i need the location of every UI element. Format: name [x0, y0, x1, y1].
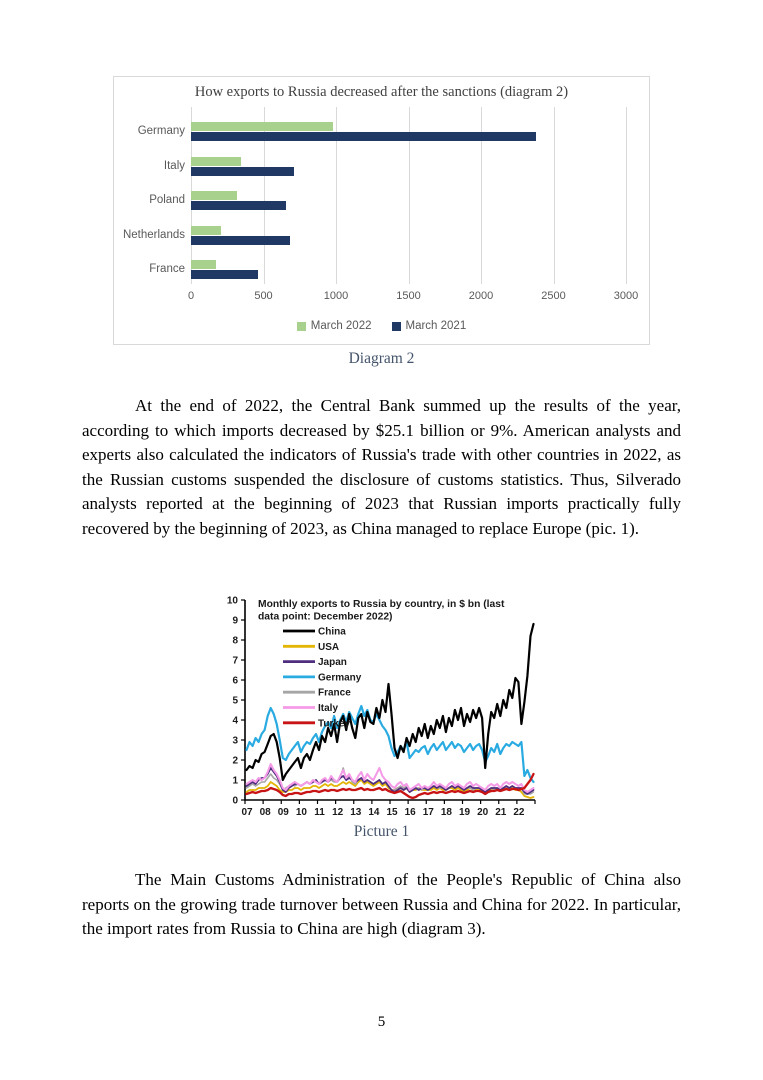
series-line-turkey — [245, 772, 535, 800]
bar-france-march-2021 — [191, 270, 258, 279]
legend-swatch-icon — [296, 321, 306, 331]
legend-label: Japan — [318, 657, 347, 668]
picture1-caption: Picture 1 — [353, 823, 410, 840]
paragraph-central-bank: At the end of 2022, the Central Bank sum… — [82, 396, 681, 538]
bar-netherlands-march-2022 — [191, 225, 222, 235]
bar-chart-category-label: Poland — [149, 194, 185, 206]
bar-chart-gridline — [626, 107, 627, 284]
bar-chart-legend-item: March 2021 — [391, 320, 467, 332]
y-tick-label: 1 — [232, 776, 238, 787]
y-tick-label: 7 — [232, 656, 238, 667]
x-tick-label: 12 — [332, 807, 344, 818]
y-tick-label: 10 — [227, 596, 239, 607]
line-chart-picture1: 0 1 2 3 4 5 6 7 8 9 10 07 08 09 10 11 12 13 14 15 16 17 18 19 20… — [222, 595, 545, 828]
legend-label: March 2021 — [405, 320, 467, 332]
line-chart-title: data point: December 2022) — [258, 612, 392, 623]
paragraph-china-customs: The Main Customs Administration of the P… — [82, 870, 681, 938]
x-tick-label: 07 — [241, 807, 253, 818]
bar-germany-march-2022 — [191, 122, 334, 131]
bar-chart-category-label: Italy — [163, 159, 185, 172]
bar-chart-gridline — [408, 107, 410, 284]
y-tick-label: 4 — [232, 716, 238, 727]
series-line-japan — [245, 767, 535, 795]
bar-germany-march-2021 — [191, 132, 537, 141]
x-tick-label: 08 — [260, 807, 272, 818]
bar-chart-x-tick-label: 1500 — [396, 290, 421, 302]
legend-label: China — [318, 627, 346, 638]
y-tick-label: 6 — [232, 676, 238, 687]
page-number: 5 — [377, 1014, 386, 1030]
bar-chart-x-tick-label: 3000 — [613, 290, 639, 302]
legend-label: March 2022 — [310, 320, 372, 332]
y-tick-label: 3 — [232, 736, 238, 747]
series-line-italy — [245, 763, 535, 793]
bar-italy-march-2022 — [191, 156, 242, 166]
bar-chart-diagram2: How exports to Russia decreased after th… — [113, 76, 650, 345]
legend-label: Turkey — [318, 718, 350, 729]
y-tick-label: 5 — [232, 696, 238, 707]
bar-poland-march-2022 — [191, 191, 238, 200]
x-tick-label: 10 — [296, 807, 308, 818]
x-tick-label: 13 — [350, 807, 362, 818]
bar-chart-gridline — [336, 107, 337, 284]
x-tick-label: 15 — [386, 807, 398, 818]
bar-chart-category-label: Germany — [137, 125, 185, 137]
x-tick-label: 20 — [477, 807, 489, 818]
y-tick-label: 8 — [232, 636, 238, 647]
x-tick-label: 17 — [423, 807, 435, 818]
y-tick-label: 0 — [232, 796, 238, 807]
series-line-china — [245, 622, 535, 782]
legend-label: France — [318, 688, 351, 699]
bar-chart-category-label: Netherlands — [122, 228, 185, 241]
diagram2-caption: Diagram 2 — [348, 350, 415, 367]
bar-chart-plot: 0 500 1000 1500 2000 2500 3000 Germany Italy Pola… — [123, 107, 638, 302]
bar-chart-gridline — [553, 107, 555, 284]
legend-label: USA — [318, 642, 339, 653]
bar-chart-category-label: France — [149, 263, 185, 275]
bar-chart-x-tick-label: 1000 — [323, 290, 349, 302]
x-tick-label: 18 — [441, 807, 453, 818]
bar-chart-gridline — [263, 107, 265, 284]
x-tick-label: 21 — [495, 807, 507, 818]
y-tick-label: 2 — [232, 756, 238, 767]
x-tick-label: 16 — [405, 807, 417, 818]
bar-chart-x-tick-label: 2500 — [541, 290, 566, 302]
bar-chart-title: How exports to Russia decreased after th… — [194, 84, 569, 100]
bar-italy-march-2021 — [191, 166, 294, 176]
x-tick-label: 11 — [314, 807, 325, 818]
bar-poland-march-2021 — [191, 201, 286, 210]
bar-chart-x-tick-label: 2000 — [468, 290, 494, 302]
bar-chart-legend: March 2022 March 2021 — [114, 320, 649, 332]
bar-chart-gridline — [481, 107, 482, 284]
legend-label: Germany — [318, 672, 362, 683]
line-chart-title: Monthly exports to Russia by country, in… — [258, 599, 505, 610]
x-tick-label: 22 — [513, 807, 525, 818]
x-tick-label: 09 — [278, 807, 290, 818]
legend-swatch-icon — [391, 321, 401, 331]
bar-netherlands-march-2021 — [191, 235, 290, 245]
bar-chart-x-tick-label: 500 — [254, 290, 273, 302]
bar-france-march-2022 — [191, 260, 217, 269]
bar-chart-x-tick-label: 0 — [187, 290, 195, 302]
y-tick-label: 9 — [232, 616, 238, 627]
x-tick-label: 19 — [459, 807, 471, 818]
x-tick-label: 14 — [368, 807, 380, 818]
legend-label: Italy — [318, 703, 338, 714]
bar-chart-legend-item: March 2022 — [296, 320, 372, 332]
